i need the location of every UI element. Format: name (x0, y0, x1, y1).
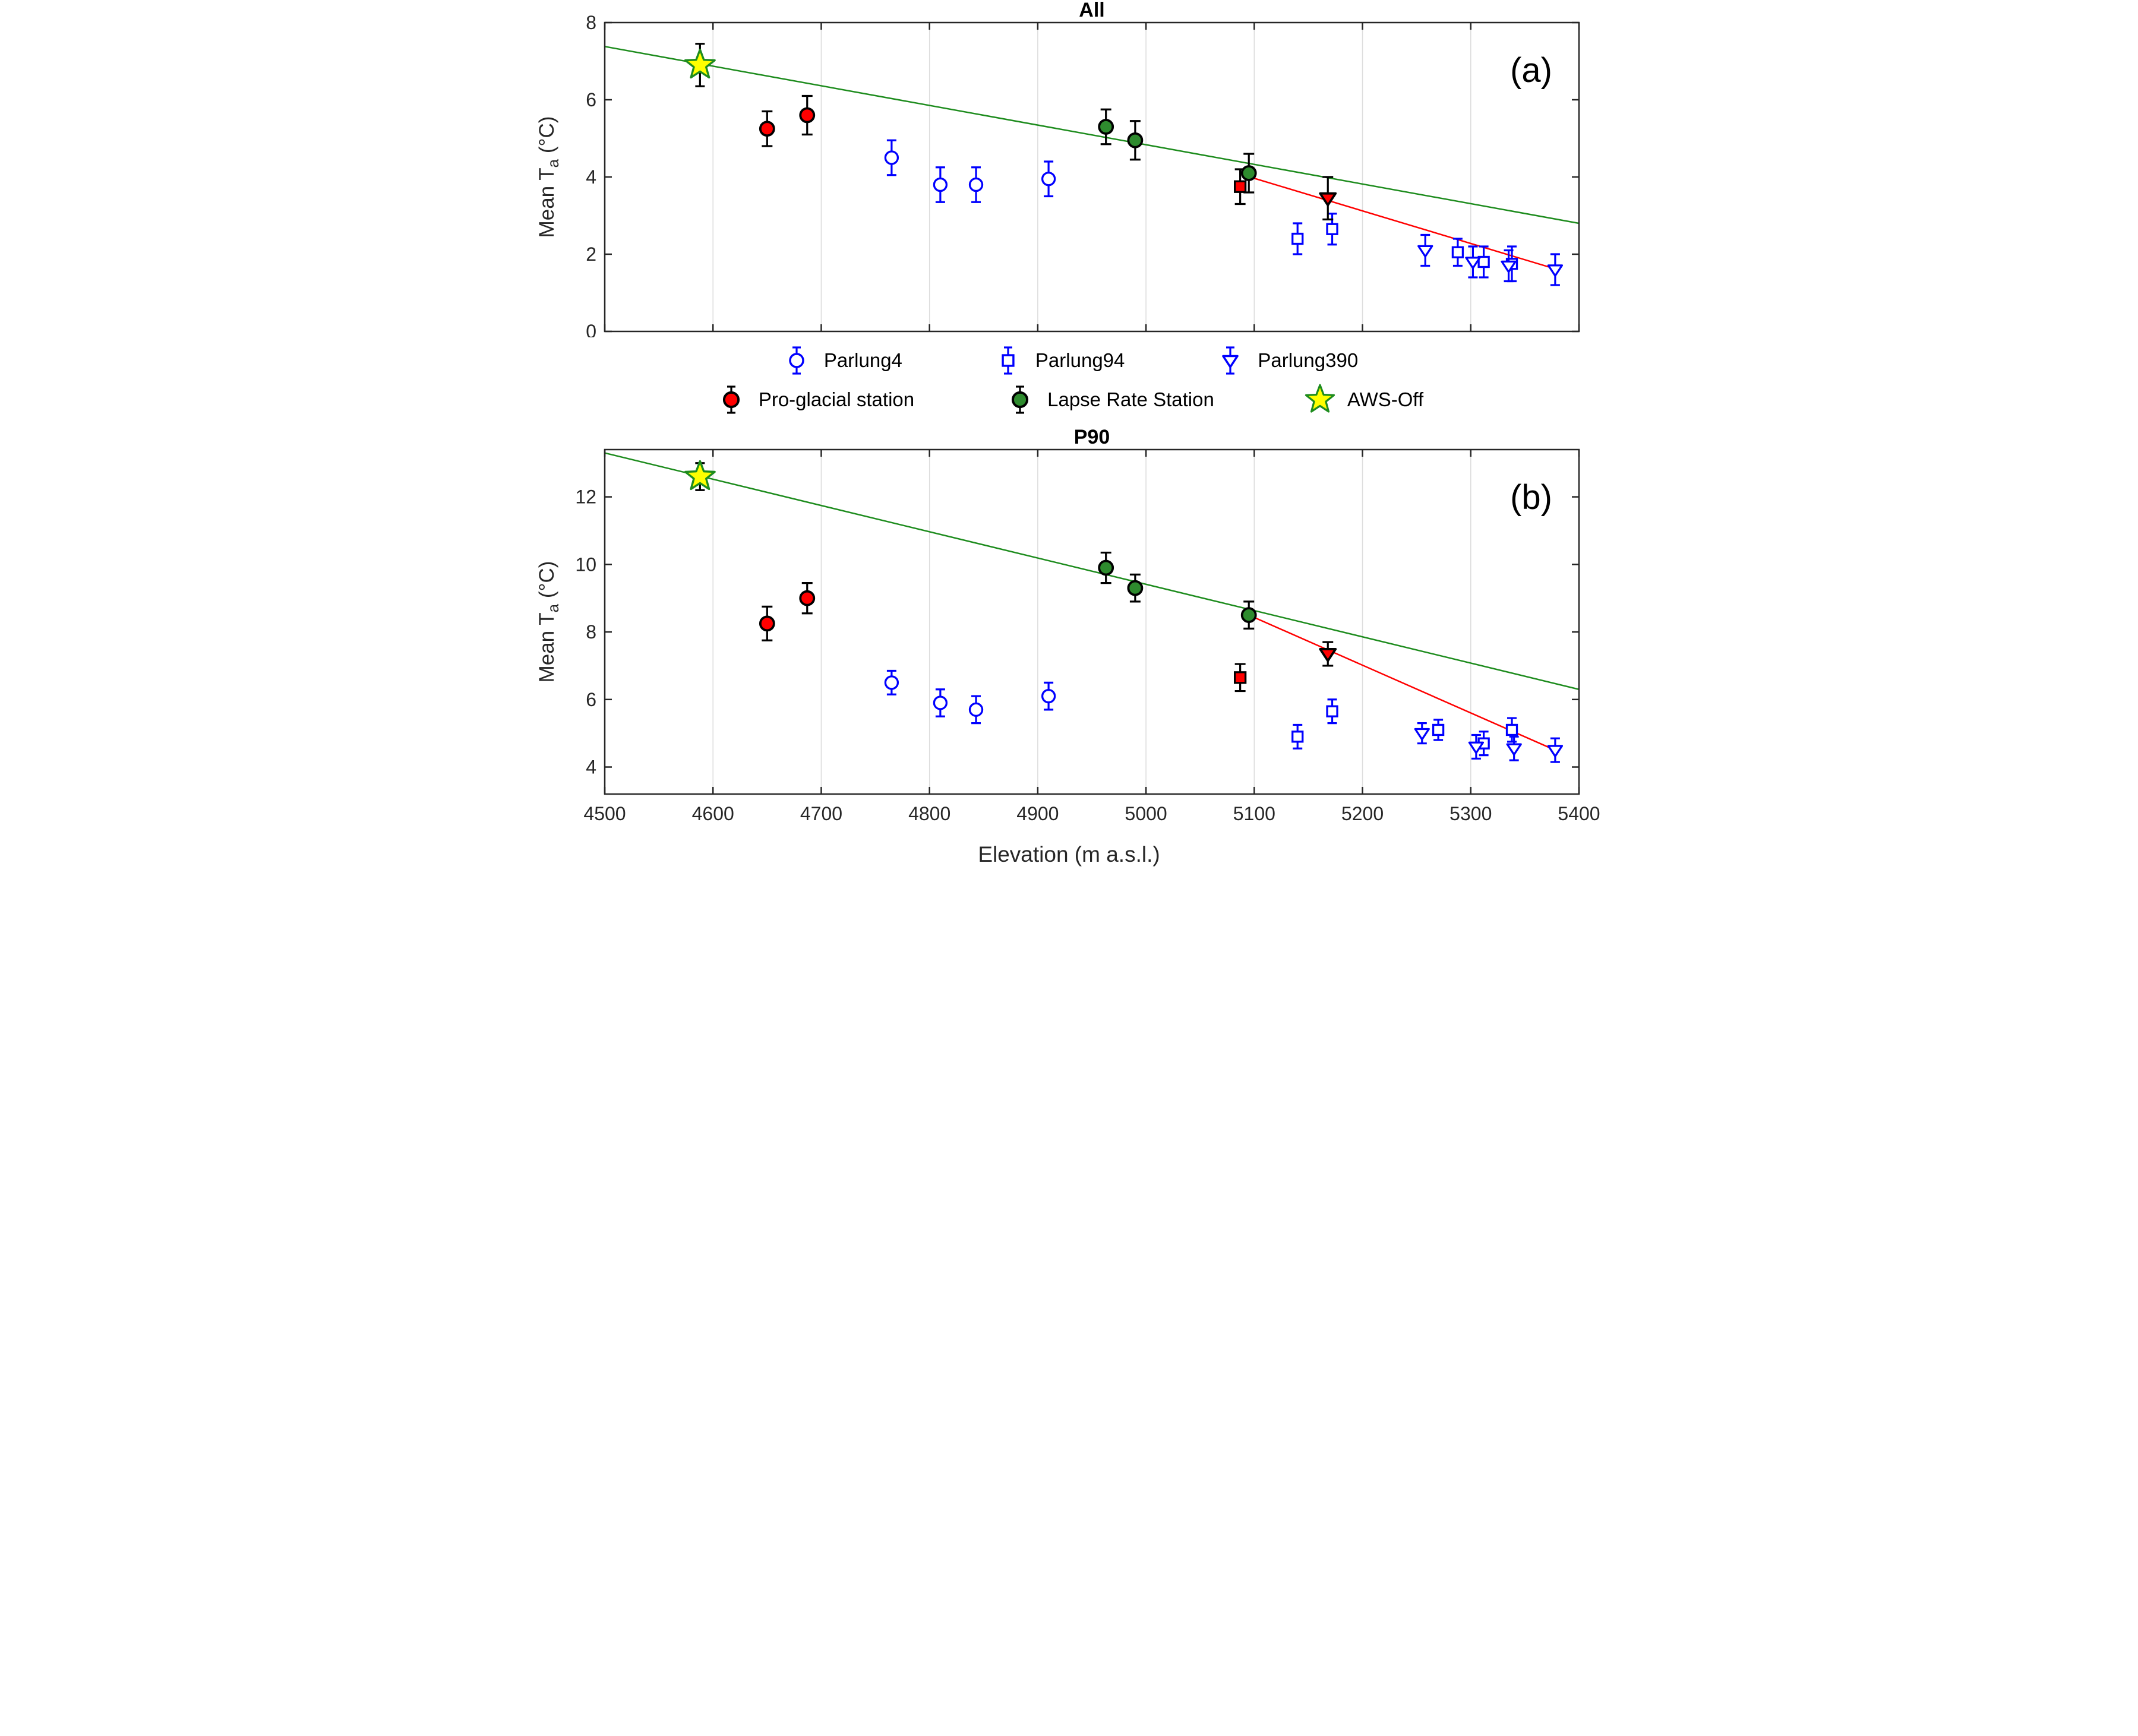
panel-label: (b) (1510, 478, 1552, 517)
x-tick-label: 5000 (1125, 803, 1167, 824)
x-tick-label: 4500 (583, 803, 626, 824)
open-triangle-down-icon (1222, 346, 1239, 375)
x-tick-label: 5300 (1449, 803, 1492, 824)
y-axis-label: Mean Ta (°C) (535, 561, 562, 683)
series-lapse-rate-station (1097, 108, 1257, 194)
y-axis-label: Mean Ta (°C) (535, 116, 562, 238)
series-on-glacier-red-triangle (1318, 176, 1337, 221)
x-tick-label: 5200 (1341, 803, 1383, 824)
series-parlung390 (1417, 233, 1563, 286)
series-parlung94 (1291, 698, 1518, 757)
series-lapse-rate-station (1097, 551, 1257, 630)
chart-title: P90 (1073, 426, 1110, 448)
legend-label: Lapse Rate Station (1047, 388, 1214, 410)
x-tick-label: 4900 (1016, 803, 1059, 824)
x-tick-label: 4800 (908, 803, 950, 824)
x-axis-label: Elevation (m a.s.l.) (978, 842, 1160, 867)
series-on-glacier-red-triangle (1318, 641, 1337, 667)
chart-panel-b: 4500 4600 4700 4800 4900 5000 5100 5200 5300 5400… (534, 422, 1604, 838)
figure: 0 2 4 6 8 All (a) Mean Ta (°C) Parlung4 Parlung9… (534, 0, 1604, 875)
legend-row: Parlung4 Parlung94 Parlung390 (780, 344, 1358, 377)
gridlines (712, 450, 1471, 794)
series-pro-glacial-station (759, 582, 815, 641)
legend-item-parlung4: Parlung4 (780, 344, 902, 377)
legend: Parlung4 Parlung94 Parlung390 Pro-glacial s… (535, 340, 1604, 422)
green-regression-line (604, 46, 1579, 224)
series-pro-glacial-station (759, 94, 815, 147)
series-aws-off (684, 460, 716, 491)
x-tick-label: 4700 (800, 803, 842, 824)
y-tick-label: 4 (586, 166, 596, 188)
y-tick-label: 10 (575, 554, 596, 575)
legend-label: Pro-glacial station (758, 388, 915, 410)
green-regression-line (604, 452, 1579, 690)
x-tick-label: 4600 (691, 803, 734, 824)
filled-circle-icon (722, 385, 740, 414)
legend-item-parlung390: Parlung390 (1214, 344, 1358, 377)
x-tick-label: 5100 (1233, 803, 1275, 824)
legend-row: Pro-glacial station Lapse Rate Station AWS… (715, 383, 1423, 416)
legend-item-parlung94: Parlung94 (991, 344, 1125, 377)
axis-ticks (604, 450, 1580, 794)
legend-label: Parlung94 (1035, 349, 1125, 371)
open-circle-icon (789, 346, 804, 375)
legend-label: Parlung390 (1258, 349, 1359, 371)
red-regression-line (1243, 174, 1555, 270)
star-icon (1305, 384, 1335, 413)
series-parlung4 (884, 669, 1056, 725)
y-tick-label: 6 (586, 689, 596, 710)
legend-item-lapse-rate-station: Lapse Rate Station (1003, 383, 1214, 416)
y-tick-label: 0 (586, 321, 596, 337)
legend-item-pro-glacial-station: Pro-glacial station (715, 383, 914, 416)
chart-background (534, 0, 1604, 337)
series-parlung390 (1414, 722, 1563, 763)
y-tick-label: 2 (586, 244, 596, 265)
series-aws-off (684, 43, 716, 87)
chart-title: All (1079, 0, 1104, 21)
plot-box (604, 448, 1580, 795)
axis-ticks (604, 21, 1580, 333)
series-parlung4 (884, 139, 1056, 203)
y-tick-label: 4 (586, 757, 596, 778)
legend-label: Parlung4 (823, 349, 902, 371)
y-tick-label: 12 (575, 486, 596, 508)
open-square-icon (1002, 346, 1015, 375)
red-regression-line (1248, 614, 1555, 751)
y-tick-label: 8 (586, 621, 596, 643)
chart-panel-a: 0 2 4 6 8 All (a) Mean Ta (°C) (534, 0, 1604, 342)
y-tick-label: 8 (586, 12, 596, 33)
series-on-glacier-red-square (1233, 663, 1246, 692)
filled-circle-icon (1012, 385, 1029, 414)
x-tick-label: 5400 (1558, 803, 1600, 824)
legend-label: AWS-Off (1347, 388, 1424, 410)
legend-item-aws-off: AWS-Off (1303, 383, 1423, 416)
y-tick-label: 6 (586, 89, 596, 110)
panel-label: (a) (1510, 51, 1552, 90)
